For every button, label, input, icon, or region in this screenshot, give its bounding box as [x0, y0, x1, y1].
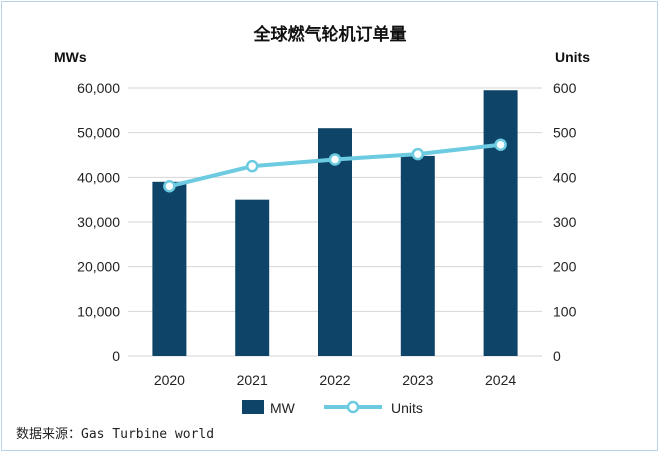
chart-canvas: 全球燃气轮机订单量 MWs Units 0 10,000 20,000 30,000 4… — [54, 24, 590, 416]
right-tick-label: 200 — [553, 259, 577, 275]
line-point — [328, 153, 342, 166]
x-tick-label: 2022 — [319, 372, 350, 388]
right-tick-label: 300 — [553, 214, 577, 230]
legend-swatch-mw — [242, 400, 264, 414]
right-tick-label: 500 — [553, 125, 577, 141]
right-tick-label: 100 — [553, 303, 577, 319]
left-tick-label: 40,000 — [77, 169, 120, 185]
left-tick-label: 10,000 — [77, 303, 120, 319]
bar-mw — [318, 128, 352, 356]
bar-mw — [235, 199, 270, 356]
right-axis-ticks: 0 100 200 300 400 500 600 — [553, 80, 577, 364]
left-axis-label: MWs — [54, 49, 87, 65]
right-axis-label: Units — [555, 49, 590, 65]
bar-mw — [152, 181, 187, 356]
legend-label-units: Units — [391, 400, 423, 416]
left-tick-label: 20,000 — [77, 259, 120, 275]
line-point — [411, 147, 425, 161]
line-point — [163, 180, 176, 193]
source-note: 数据来源：Gas Turbine world — [16, 427, 215, 442]
line-point — [494, 138, 507, 151]
left-tick-label: 50,000 — [77, 125, 120, 141]
left-tick-label: 0 — [112, 348, 120, 364]
right-tick-label: 400 — [553, 169, 577, 185]
legend-swatch-units-marker — [346, 400, 360, 414]
x-tick-label: 2020 — [154, 372, 185, 388]
line-point — [245, 159, 259, 173]
legend-label-mw: MW — [270, 400, 296, 416]
right-tick-label: 600 — [553, 80, 577, 96]
x-tick-label: 2023 — [402, 372, 433, 388]
right-tick-label: 0 — [553, 348, 561, 364]
left-tick-label: 30,000 — [77, 214, 120, 230]
bar-mw — [400, 155, 435, 356]
x-axis-ticks: 2020 2021 2022 2023 2024 — [154, 372, 517, 388]
legend: MW Units — [242, 400, 423, 416]
line-series — [163, 138, 507, 193]
left-tick-label: 60,000 — [77, 80, 120, 96]
x-tick-label: 2024 — [485, 372, 516, 388]
left-axis-ticks: 0 10,000 20,000 30,000 40,000 50,000 60,000 — [77, 80, 120, 364]
x-tick-label: 2021 — [237, 372, 268, 388]
bar-series — [152, 90, 518, 356]
chart-title: 全球燃气轮机订单量 — [253, 24, 407, 45]
bar-mw — [483, 90, 518, 356]
